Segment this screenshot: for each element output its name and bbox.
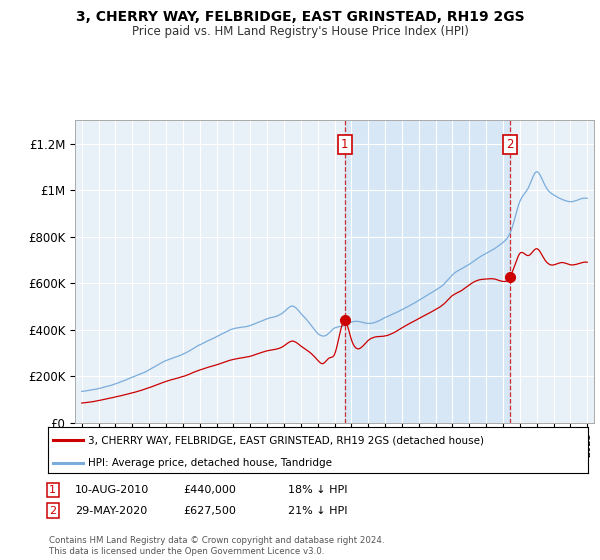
Text: 2: 2 (49, 506, 56, 516)
Text: 1: 1 (341, 138, 349, 151)
Text: £627,500: £627,500 (183, 506, 236, 516)
Text: 2: 2 (506, 138, 514, 151)
Text: 29-MAY-2020: 29-MAY-2020 (75, 506, 147, 516)
Text: 3, CHERRY WAY, FELBRIDGE, EAST GRINSTEAD, RH19 2GS: 3, CHERRY WAY, FELBRIDGE, EAST GRINSTEAD… (76, 10, 524, 24)
Text: £440,000: £440,000 (183, 485, 236, 495)
Text: Price paid vs. HM Land Registry's House Price Index (HPI): Price paid vs. HM Land Registry's House … (131, 25, 469, 38)
Text: 18% ↓ HPI: 18% ↓ HPI (288, 485, 347, 495)
Text: Contains HM Land Registry data © Crown copyright and database right 2024.
This d: Contains HM Land Registry data © Crown c… (49, 536, 385, 556)
Text: 1: 1 (49, 485, 56, 495)
Text: 21% ↓ HPI: 21% ↓ HPI (288, 506, 347, 516)
Text: 3, CHERRY WAY, FELBRIDGE, EAST GRINSTEAD, RH19 2GS (detached house): 3, CHERRY WAY, FELBRIDGE, EAST GRINSTEAD… (89, 435, 485, 445)
Text: HPI: Average price, detached house, Tandridge: HPI: Average price, detached house, Tand… (89, 458, 332, 468)
Text: 10-AUG-2010: 10-AUG-2010 (75, 485, 149, 495)
